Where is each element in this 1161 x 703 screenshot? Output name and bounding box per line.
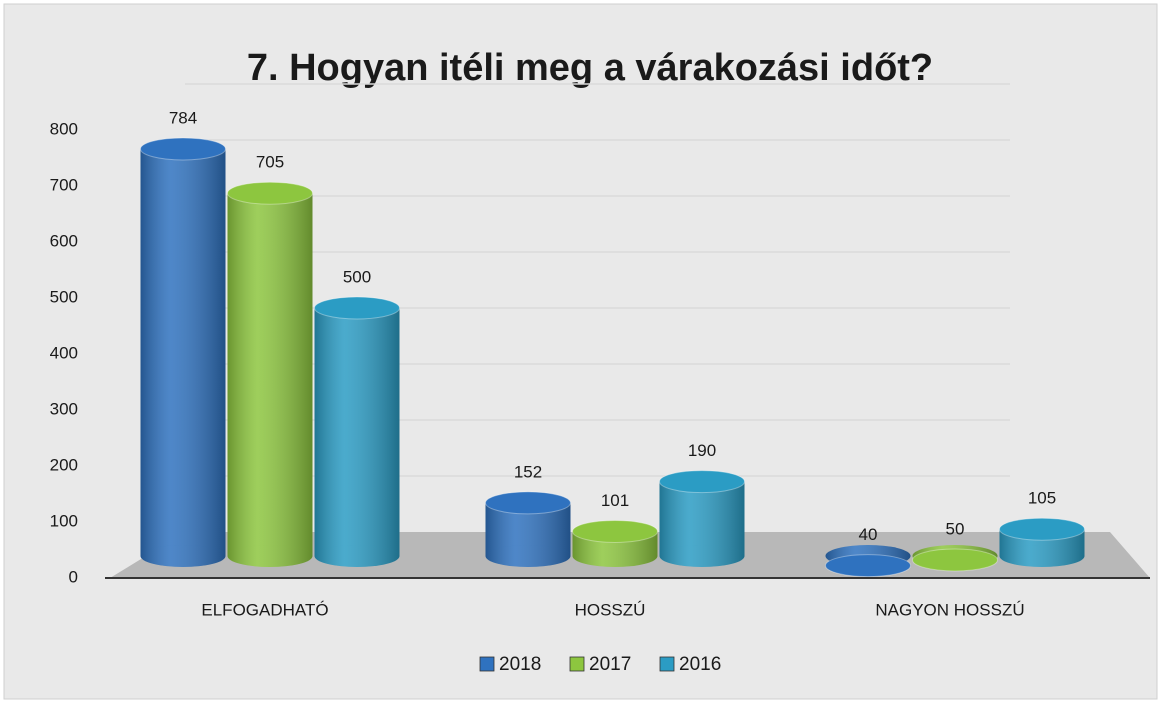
bar-shade bbox=[314, 308, 400, 556]
grid bbox=[185, 83, 1010, 477]
bars bbox=[140, 137, 1085, 578]
bar-top bbox=[227, 181, 313, 205]
y-tick-label: 400 bbox=[50, 343, 78, 362]
bar-bottom-shade bbox=[314, 545, 400, 567]
y-tick-label: 0 bbox=[69, 567, 78, 586]
legend-swatch bbox=[569, 656, 585, 672]
data-label: 40 bbox=[859, 525, 878, 544]
data-label: 190 bbox=[688, 441, 716, 460]
legend-label: 2018 bbox=[499, 654, 541, 675]
bar-top bbox=[314, 296, 400, 320]
bar-shade bbox=[659, 481, 745, 556]
bar-bottom-shade bbox=[659, 545, 745, 567]
data-label: 105 bbox=[1028, 489, 1056, 508]
bar-bottom-shade bbox=[227, 545, 313, 567]
data-label: 152 bbox=[514, 462, 542, 481]
data-label: 101 bbox=[601, 491, 629, 510]
data-label: 705 bbox=[256, 153, 284, 172]
bar-bottom-shade bbox=[572, 545, 658, 567]
bar-bottom-shade bbox=[485, 545, 571, 567]
legend-swatch bbox=[659, 656, 675, 672]
bar-top bbox=[659, 470, 745, 494]
x-tick-label: NAGYON HOSSZÚ bbox=[875, 600, 1024, 619]
chart-title: 7. Hogyan itéli meg a várakozási időt? bbox=[247, 47, 933, 89]
bar-bottom-shade bbox=[140, 545, 226, 567]
y-tick-label: 200 bbox=[50, 455, 78, 474]
y-tick-label: 500 bbox=[50, 287, 78, 306]
bar-top bbox=[999, 517, 1085, 541]
bar-bottom-shade bbox=[999, 545, 1085, 567]
bar-top bbox=[825, 554, 911, 578]
data-label: 784 bbox=[169, 108, 197, 127]
legend-label: 2017 bbox=[589, 654, 631, 675]
legend-label: 2016 bbox=[679, 654, 721, 675]
y-tick-label: 600 bbox=[50, 231, 78, 250]
bar-top bbox=[140, 137, 226, 161]
x-tick-label: HOSSZÚ bbox=[575, 600, 646, 619]
y-tick-label: 100 bbox=[50, 511, 78, 530]
x-tick-label: ELFOGADHATÓ bbox=[201, 600, 328, 619]
y-tick-label: 800 bbox=[50, 119, 78, 138]
data-label: 50 bbox=[946, 519, 965, 538]
bar-top bbox=[912, 548, 998, 572]
bar-shade bbox=[140, 148, 226, 556]
bar-top bbox=[485, 491, 571, 515]
data-label: 500 bbox=[343, 267, 371, 286]
bar-top bbox=[572, 519, 658, 543]
legend-swatch bbox=[479, 656, 495, 672]
y-tick-label: 300 bbox=[50, 399, 78, 418]
y-tick-label: 700 bbox=[50, 175, 78, 194]
bar-shade bbox=[227, 193, 313, 556]
